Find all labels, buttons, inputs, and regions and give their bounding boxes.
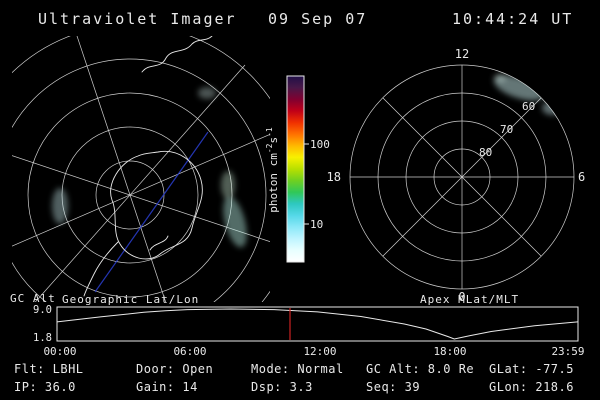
uv-emission-patches-left — [52, 87, 247, 248]
colorbar: 100 10 photon cm-2s-1 — [265, 75, 330, 263]
status-door: Door: Open — [136, 362, 213, 376]
colorbar-units-main: photon cm — [267, 153, 280, 213]
colorbar-units-sup2: -1 — [265, 127, 274, 137]
left-panel-title: Geographic Lat/Lon — [62, 293, 199, 306]
mlt-label-6: 6 — [578, 170, 585, 184]
timeline-frame — [56, 306, 579, 342]
gc-alt-timeline-panel: GC Alt Geographic Lat/Lon Apex MLat/MLT … — [10, 292, 585, 358]
gc-alt-axis-title: GC Alt — [10, 292, 56, 305]
xtick-0000: 00:00 — [43, 345, 76, 358]
apex-polar-panel: 12 18 6 0 60 70 80 — [327, 47, 586, 304]
status-flt: Flt: LBHL — [14, 362, 84, 376]
colorbar-units-sup1: -2 — [265, 143, 274, 153]
mlt-label-0: 0 — [458, 290, 465, 304]
status-gain: Gain: 14 — [136, 380, 198, 394]
ytick-9.0: 9.0 — [33, 304, 52, 316]
geographic-map-panel — [12, 36, 270, 302]
status-glat: GLat: -77.5 — [489, 362, 574, 376]
colorbar-tick-label-100: 100 — [310, 138, 330, 151]
status-mode: Mode: Normal — [251, 362, 344, 376]
date-label: 09 Sep 07 — [268, 10, 367, 28]
xtick-0600: 06:00 — [173, 345, 206, 358]
orbit-track-line — [94, 131, 209, 293]
mlt-label-18: 18 — [327, 170, 341, 184]
colorbar-tick-label-10: 10 — [310, 218, 323, 231]
colorbar-units-label: photon cm-2s-1 — [265, 127, 280, 213]
status-dsp: Dsp: 3.3 — [251, 380, 313, 394]
colorbar-gradient — [286, 75, 305, 263]
status-gc-alt: GC Alt: 8.0 Re — [366, 362, 474, 376]
antarctica-coastline — [83, 36, 213, 297]
mlt-label-12: 12 — [455, 47, 469, 61]
mlat-label-80: 80 — [479, 146, 492, 159]
apex-grid — [349, 64, 575, 290]
ytick-1.8: 1.8 — [33, 332, 52, 344]
status-glon: GLon: 218.6 — [489, 380, 574, 394]
mlat-label-60: 60 — [522, 100, 535, 113]
status-seq: Seq: 39 — [366, 380, 420, 394]
gc-alt-curve — [56, 308, 578, 340]
time-label: 10:44:24 UT — [452, 10, 573, 28]
xtick-2359: 23:59 — [551, 345, 584, 358]
status-readout: Flt: LBHL Door: Open Mode: Normal GC Alt… — [14, 362, 574, 394]
xtick-1800: 18:00 — [433, 345, 466, 358]
app-title: Ultraviolet Imager — [38, 10, 237, 28]
xtick-1200: 12:00 — [303, 345, 336, 358]
right-panel-title: Apex MLat/MLT — [420, 293, 519, 306]
mlat-label-70: 70 — [500, 123, 513, 136]
status-ip: IP: 36.0 — [14, 380, 76, 394]
colorbar-units-mid: s — [267, 137, 280, 144]
